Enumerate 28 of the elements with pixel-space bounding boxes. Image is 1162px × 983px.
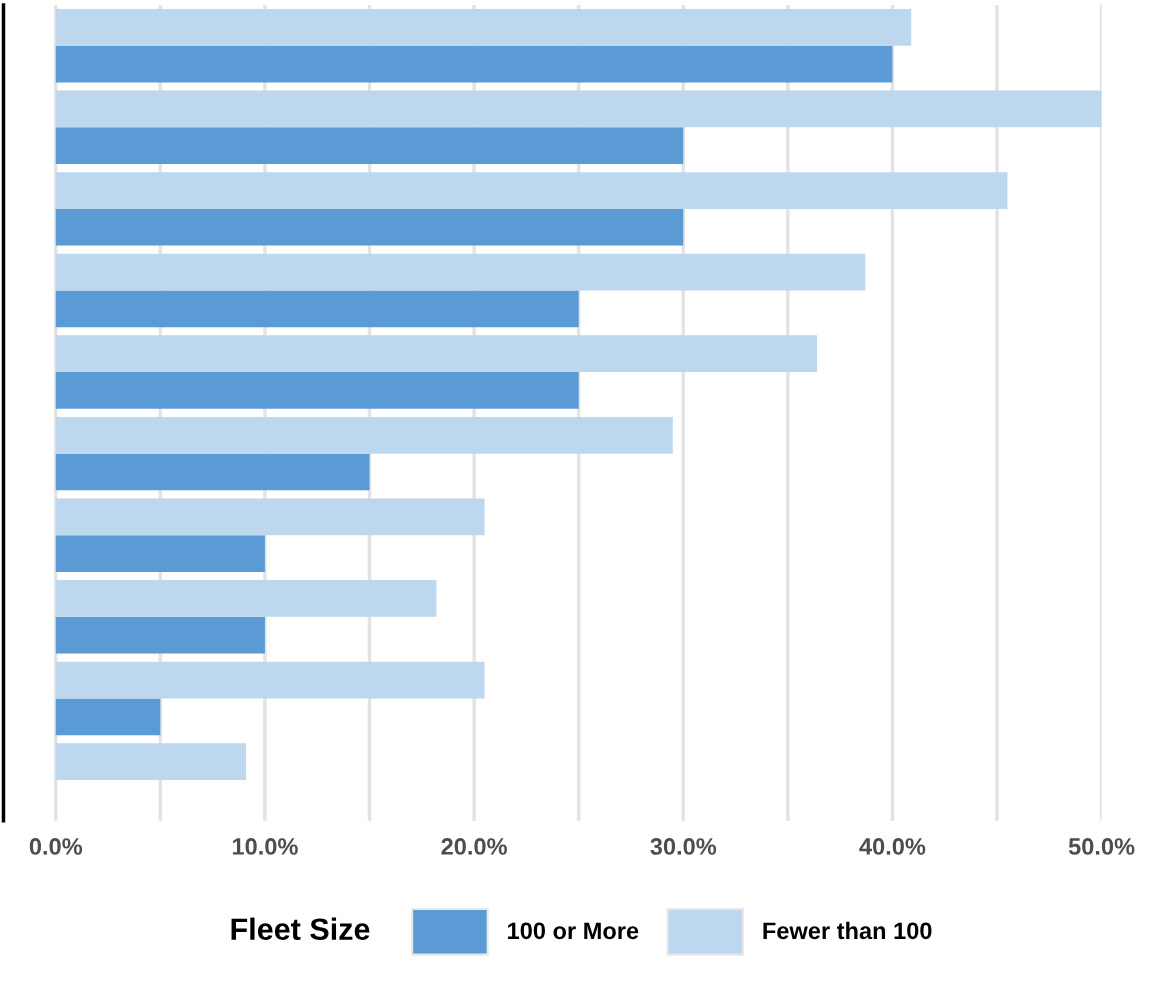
bar bbox=[55, 90, 1102, 128]
x-tick-label: 50.0% bbox=[1068, 838, 1135, 855]
legend-label: 100 or More bbox=[508, 922, 639, 940]
bar bbox=[55, 290, 579, 328]
x-tick-label: 40.0% bbox=[859, 838, 926, 855]
bar bbox=[55, 498, 485, 536]
x-tick-label: 30.0% bbox=[650, 838, 717, 855]
bar bbox=[55, 743, 247, 781]
bar bbox=[55, 253, 866, 291]
bar bbox=[55, 616, 265, 654]
legend-title: Fleet Size bbox=[231, 917, 370, 941]
legend-label: Fewer than 100 bbox=[763, 921, 932, 940]
bar bbox=[55, 698, 161, 736]
bar bbox=[55, 8, 912, 46]
bar bbox=[55, 535, 265, 572]
bar bbox=[55, 453, 370, 491]
bar bbox=[55, 208, 684, 246]
bar bbox=[55, 45, 893, 83]
bar bbox=[55, 580, 437, 617]
bar bbox=[55, 661, 485, 699]
bar bbox=[55, 127, 684, 165]
x-tick-label: 0.0% bbox=[29, 838, 83, 855]
bar bbox=[55, 335, 818, 373]
bar bbox=[55, 172, 1008, 209]
bar bbox=[55, 372, 579, 409]
x-tick-label: 10.0% bbox=[232, 838, 298, 855]
bar bbox=[55, 416, 673, 454]
x-tick-label: 20.0% bbox=[441, 838, 507, 855]
